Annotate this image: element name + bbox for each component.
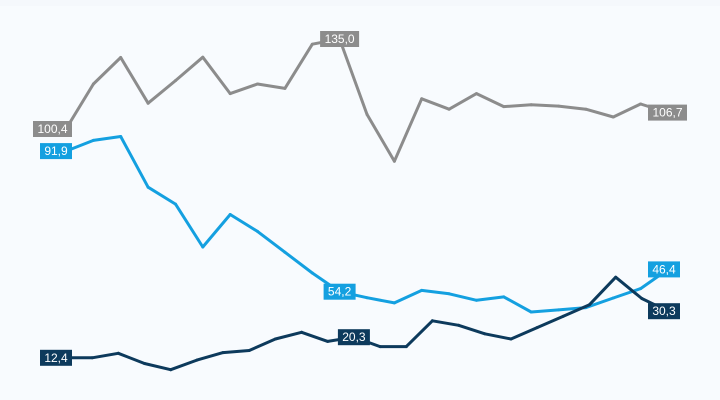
data-label-text: 20,3 [342, 330, 366, 344]
series-1-point-15 [475, 92, 478, 96]
data-label-text: 135,0 [325, 32, 355, 46]
data-label-series-3-2: 30,3 [648, 303, 680, 320]
series-1-point-8 [283, 86, 287, 90]
series-1-point-14 [447, 107, 451, 111]
series-3-point-4 [169, 368, 173, 372]
series-3-point-22 [640, 297, 644, 300]
series-3-point-5 [195, 358, 199, 362]
series-3-point-7 [247, 349, 251, 352]
series-1-point-5 [201, 55, 205, 59]
series-3-point-8 [273, 337, 277, 341]
series-3-point-2 [116, 351, 120, 355]
series-1-point-1 [91, 82, 95, 86]
series-1-point-17 [529, 103, 533, 107]
series-2-point-14 [447, 292, 451, 296]
data-label-text: 100,4 [37, 122, 67, 136]
series-1-point-7 [256, 82, 259, 86]
series-3-point-14 [430, 319, 434, 323]
data-label-series-2-1: 54,2 [323, 283, 356, 300]
series-2-point-11 [365, 296, 369, 300]
series-3-point-15 [457, 323, 461, 327]
series-3-point-16 [483, 332, 487, 336]
series-1-point-4 [174, 79, 177, 83]
data-label-series-2-0: 91,9 [40, 143, 72, 160]
series-3-point-19 [561, 314, 565, 318]
series-1-point-13 [420, 97, 424, 101]
series-2-point-1 [91, 138, 95, 142]
series-1-point-18 [557, 104, 560, 108]
series-3-point-6 [221, 351, 225, 355]
data-label-text: 12,4 [44, 351, 68, 365]
series-1-point-21 [639, 102, 643, 106]
series-3-point-12 [378, 345, 382, 349]
series-2-point-17 [529, 310, 533, 314]
data-label-text: 54,2 [328, 285, 352, 299]
data-label-box [648, 261, 680, 278]
series-3-point-1 [90, 356, 94, 360]
series-2-point-3 [146, 185, 150, 189]
series-1-point-19 [584, 107, 588, 111]
series-2-point-9 [310, 271, 314, 275]
series-2-point-12 [392, 301, 396, 305]
series-1-point-11 [365, 112, 369, 116]
series-3-point-18 [535, 326, 539, 330]
series-2-point-8 [283, 250, 287, 254]
series-2-point-21 [639, 287, 643, 291]
series-2-point-13 [420, 288, 424, 292]
data-label-box [33, 121, 72, 137]
data-label-text: 46,4 [652, 262, 676, 276]
series-3-point-17 [509, 337, 513, 341]
data-label-text: 30,3 [652, 304, 676, 318]
data-label-series-3-1: 20,3 [337, 329, 370, 346]
data-label-series-2-2: 46,4 [648, 261, 680, 278]
series-2-point-16 [502, 295, 506, 299]
series-2-point-4 [174, 202, 177, 206]
series-2-point-5 [201, 245, 205, 249]
data-label-series-3-0: 12,4 [40, 349, 72, 366]
data-label-series-1-2: 106,7 [648, 104, 687, 121]
series-2-point-20 [611, 296, 615, 300]
series-2-point-2 [119, 135, 123, 138]
data-label-series-1-0: 100,4 [33, 121, 72, 137]
series-2-point-6 [228, 213, 232, 216]
series-1-point-20 [611, 115, 615, 119]
series-1-point-12 [392, 159, 396, 163]
data-label-layer: 100,4 135,0 106,7 91,9 54,2 46,4 12,4 20,3 30,3 [33, 31, 687, 366]
data-label-box [648, 104, 687, 121]
series-1-point-9 [310, 42, 314, 46]
data-label-box [323, 283, 356, 300]
series-2-point-18 [557, 308, 560, 312]
series-3-point-20 [588, 303, 591, 307]
series-3-point-10 [326, 339, 330, 343]
series-1-point-2 [119, 56, 123, 59]
data-label-series-1-1: 135,0 [320, 31, 360, 47]
series-3-point-3 [143, 362, 146, 365]
data-label-text: 106,7 [652, 106, 682, 120]
series-3-point-21 [614, 275, 618, 279]
series-3-point-9 [300, 330, 304, 334]
series-2-point-15 [475, 298, 478, 302]
series-1-point-3 [146, 101, 150, 105]
data-label-box [648, 303, 680, 320]
data-label-box [320, 31, 360, 47]
data-label-box [40, 143, 72, 160]
data-label-text: 91,9 [44, 144, 68, 158]
series-2-point-7 [256, 229, 259, 233]
series-1-point-16 [502, 105, 506, 109]
series-3-point-13 [404, 345, 408, 349]
series-1-point-6 [228, 92, 232, 96]
data-label-box [337, 329, 370, 346]
data-label-box [40, 349, 72, 366]
